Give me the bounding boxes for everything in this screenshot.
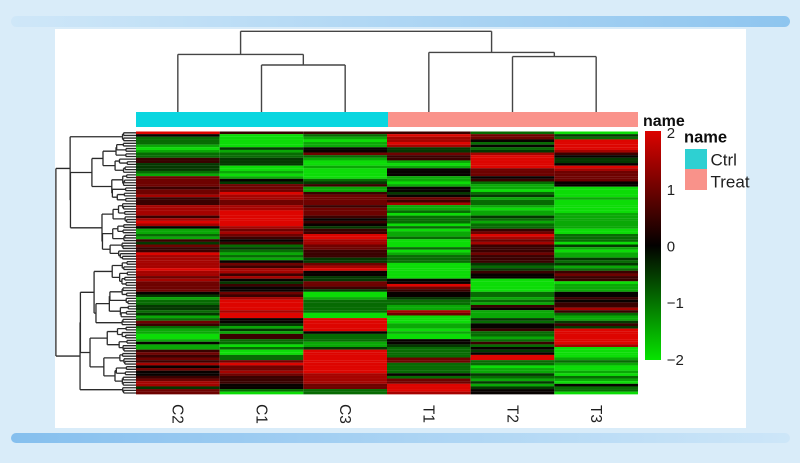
- svg-text:T1: T1: [420, 405, 437, 423]
- svg-text:C1: C1: [252, 404, 269, 424]
- svg-text:T3: T3: [587, 405, 604, 423]
- svg-text:0: 0: [667, 239, 675, 256]
- svg-text:T2: T2: [503, 405, 520, 423]
- svg-text:−1: −1: [667, 295, 684, 312]
- svg-text:Treat: Treat: [711, 172, 750, 191]
- svg-text:name: name: [684, 129, 727, 147]
- svg-text:1: 1: [667, 182, 675, 199]
- svg-text:C3: C3: [336, 404, 353, 424]
- svg-text:C2: C2: [169, 404, 186, 424]
- svg-text:−2: −2: [667, 352, 684, 369]
- svg-text:name: name: [643, 113, 685, 130]
- svg-text:Ctrl: Ctrl: [711, 150, 737, 169]
- svg-text:2: 2: [667, 125, 675, 142]
